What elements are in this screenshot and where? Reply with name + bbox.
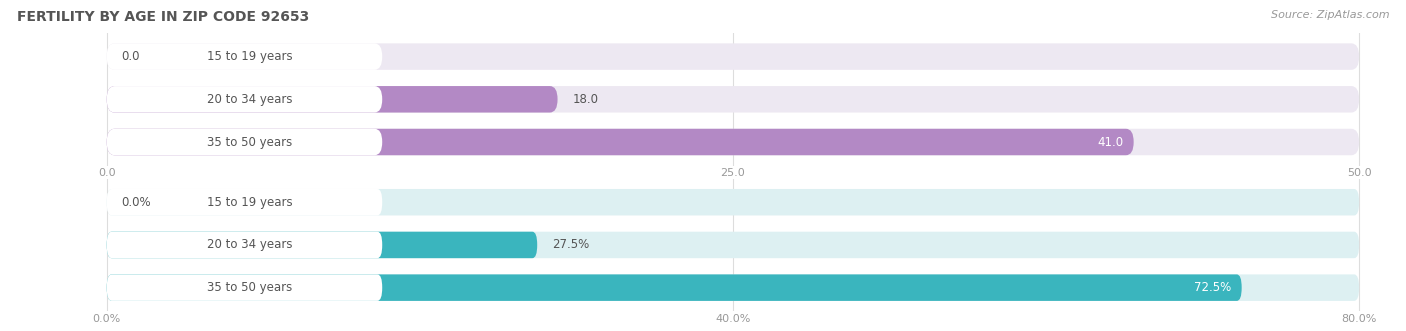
Text: 18.0: 18.0 bbox=[572, 93, 599, 106]
FancyBboxPatch shape bbox=[107, 43, 1360, 70]
Text: 72.5%: 72.5% bbox=[1195, 281, 1232, 294]
FancyBboxPatch shape bbox=[107, 189, 382, 215]
Text: 41.0: 41.0 bbox=[1098, 135, 1123, 149]
FancyBboxPatch shape bbox=[107, 274, 1360, 301]
FancyBboxPatch shape bbox=[107, 232, 1360, 258]
FancyBboxPatch shape bbox=[107, 189, 1360, 215]
FancyBboxPatch shape bbox=[107, 129, 1360, 155]
Text: FERTILITY BY AGE IN ZIP CODE 92653: FERTILITY BY AGE IN ZIP CODE 92653 bbox=[17, 10, 309, 24]
Text: 35 to 50 years: 35 to 50 years bbox=[207, 281, 292, 294]
Text: 35 to 50 years: 35 to 50 years bbox=[207, 135, 292, 149]
FancyBboxPatch shape bbox=[107, 232, 382, 258]
FancyBboxPatch shape bbox=[107, 86, 558, 113]
FancyBboxPatch shape bbox=[107, 129, 382, 155]
Text: 0.0%: 0.0% bbox=[122, 196, 152, 209]
Text: Source: ZipAtlas.com: Source: ZipAtlas.com bbox=[1271, 10, 1389, 20]
Text: 20 to 34 years: 20 to 34 years bbox=[207, 93, 292, 106]
Text: 27.5%: 27.5% bbox=[553, 238, 589, 252]
Text: 20 to 34 years: 20 to 34 years bbox=[207, 238, 292, 252]
FancyBboxPatch shape bbox=[107, 43, 382, 70]
FancyBboxPatch shape bbox=[107, 86, 1360, 113]
FancyBboxPatch shape bbox=[107, 274, 1241, 301]
Text: 15 to 19 years: 15 to 19 years bbox=[207, 50, 292, 63]
FancyBboxPatch shape bbox=[107, 86, 382, 113]
Text: 15 to 19 years: 15 to 19 years bbox=[207, 196, 292, 209]
Text: 0.0: 0.0 bbox=[122, 50, 141, 63]
FancyBboxPatch shape bbox=[107, 274, 382, 301]
FancyBboxPatch shape bbox=[107, 129, 1133, 155]
FancyBboxPatch shape bbox=[107, 232, 537, 258]
